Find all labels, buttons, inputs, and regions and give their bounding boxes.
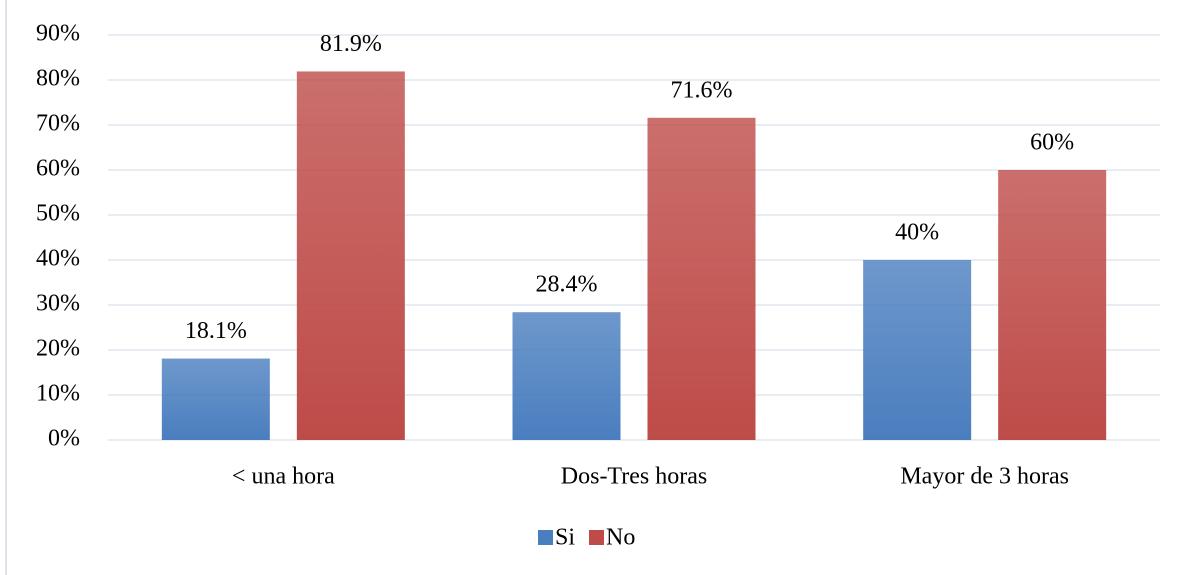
bar — [512, 312, 621, 440]
x-tick-label: Mayor de 3 horas — [900, 464, 1069, 490]
y-tick-label: 80% — [36, 66, 80, 92]
legend-label: Si — [555, 525, 575, 551]
y-tick-label: 70% — [36, 111, 80, 137]
data-label: 60% — [1030, 130, 1074, 156]
y-tick-label: 20% — [36, 336, 80, 362]
chart-border — [5, 0, 7, 575]
data-label: 40% — [895, 220, 939, 246]
y-tick-label: 0% — [48, 426, 80, 452]
y-tick-label: 90% — [36, 21, 80, 47]
bar — [647, 117, 756, 441]
legend-swatch — [538, 530, 553, 545]
legend-swatch — [589, 530, 605, 545]
y-tick-label: 30% — [36, 291, 80, 317]
bar — [161, 358, 270, 440]
x-tick-label: Dos-Tres horas — [561, 464, 707, 490]
bar — [296, 71, 405, 440]
bar — [863, 260, 972, 440]
data-label: 81.9% — [320, 31, 382, 57]
x-tick-label: < una hora — [232, 464, 335, 490]
legend-label: No — [606, 525, 635, 551]
data-label: 71.6% — [671, 77, 733, 103]
y-tick-label: 50% — [36, 201, 80, 227]
data-label: 18.1% — [185, 318, 247, 344]
y-tick-label: 60% — [36, 156, 80, 182]
y-tick-label: 40% — [36, 246, 80, 272]
data-label: 28.4% — [536, 272, 598, 298]
bar — [998, 170, 1107, 440]
y-tick-label: 10% — [36, 381, 80, 407]
